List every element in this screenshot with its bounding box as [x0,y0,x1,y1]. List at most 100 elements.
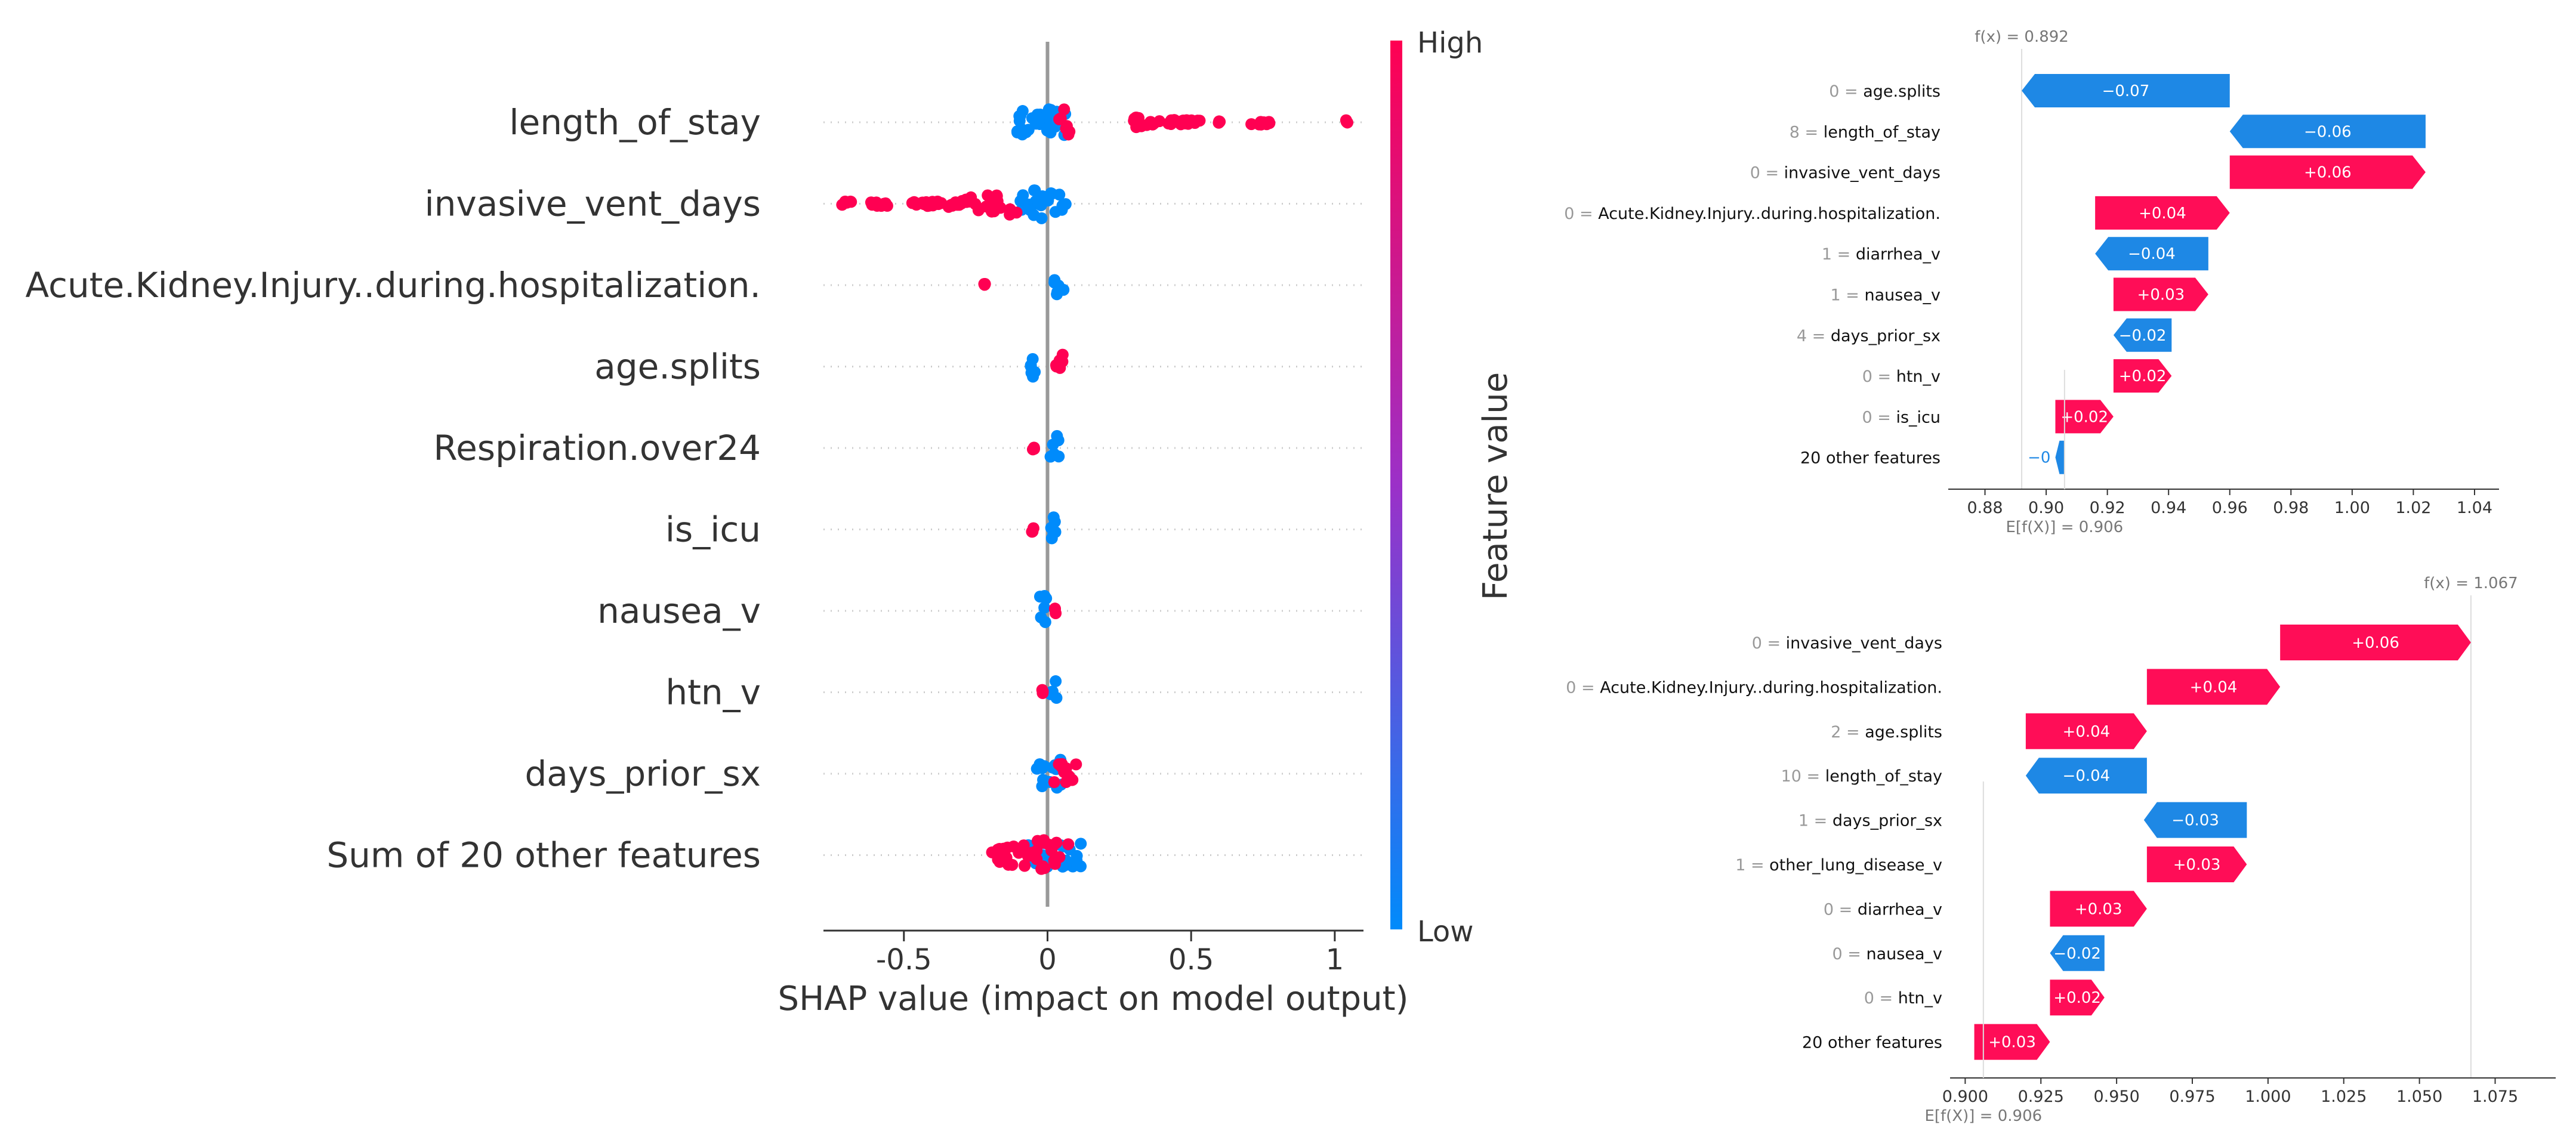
equals-sign: = [1809,812,1832,830]
base-label: E[f(X)] = 0.906 [2006,518,2123,536]
feature-value: 0 [1862,367,1872,386]
feature-label: 1 = nausea_v [1831,286,1941,305]
feature-name: days_prior_sx [1831,327,1941,345]
bar-positive [2113,359,2172,393]
bar-positive [2050,980,2105,1016]
waterfall-chart-bottom: f(x) = 1.067 +0.06 0 = invasive_vent_days +… [1566,574,2556,1125]
x-tick-label: 0.90 [2028,499,2064,517]
base-label: E[f(X)] = 0.906 [1924,1107,2042,1125]
x-tick-label: 0.98 [2273,499,2309,517]
point-low [1050,675,1062,687]
feature-name: htn_v [1898,989,1942,1008]
bar-value-label: −0.02 [2053,945,2101,963]
equals-sign: = [1841,286,1865,305]
bar-value-label: −0.02 [2119,327,2167,345]
bar-value-label: +0.06 [2304,164,2352,182]
equals-sign: = [1874,989,1898,1008]
feature-label: 0 = Acute.Kidney.Injury..during.hospital… [1566,678,1942,697]
point-high [979,279,991,291]
feature-name: nausea_v [1865,286,1941,305]
fx-label: f(x) = 0.892 [1975,28,2069,46]
feature-name: nausea_v [1867,945,1942,963]
feature-label: 20 other features [1800,449,1941,468]
feature-name: Acute.Kidney.Injury..during.hospitalizat… [1600,678,1942,697]
feature-label: is_icu [665,509,761,550]
bar-value-label: +0.03 [2075,900,2122,918]
point-high [869,197,881,209]
feature-label: age.splits [594,347,761,387]
feature-label: 0 = diarrhea_v [1824,900,1942,919]
point-low [1025,359,1037,372]
equals-sign: = [1872,367,1896,386]
feature-value: 8 [1790,123,1800,141]
bar-value-label: +0.02 [2119,367,2167,385]
feature-value: 1 [1735,856,1745,875]
point-low [1075,838,1087,850]
colorbar [1390,41,1402,929]
feature-value: 4 [1797,327,1807,345]
x-tick-label: 0 [1038,943,1057,977]
feature-label: 4 = days_prior_sx [1797,327,1941,345]
feature-label: 0 = htn_v [1864,989,1942,1008]
feature-value: 0 [1566,678,1576,697]
bar-value-label: −0.03 [2171,812,2219,830]
x-axis-title: SHAP value (impact on model output) [778,980,1409,1018]
point-high [1053,758,1065,771]
point-high [841,196,853,209]
point-low [1038,601,1051,614]
point-low [1047,438,1059,451]
point-high [1054,362,1066,374]
colorbar-high-label: High [1417,26,1483,60]
point-high [1031,844,1043,857]
feature-value: 1 [1831,286,1841,305]
point-high [1026,443,1039,456]
bar-value-label: −0.07 [2102,82,2150,100]
point-high [1026,526,1039,538]
point-high [997,842,1010,855]
beeswarm-chart: length_of_stay invasive_vent_days Acute.Ki… [25,26,1515,1018]
feature-name: invasive_vent_days [1784,164,1941,183]
point-low [1039,616,1051,628]
point-low [1038,589,1051,602]
bar-negative [2050,935,2105,971]
x-tick-label: 1.02 [2395,499,2431,517]
feature-label: 0 = is_icu [1862,408,1941,427]
bar-value-label: +0.02 [2060,408,2108,426]
point-low [1036,762,1048,774]
bar-negative [2025,758,2147,794]
point-low [1075,860,1087,873]
bar-positive [1974,1024,2050,1060]
point-high [1146,118,1159,131]
point-high [928,197,941,209]
feature-value: 0 [1564,205,1574,223]
point-high [964,195,976,208]
feature-name: invasive_vent_days [1786,634,1942,653]
feature-label: Acute.Kidney.Injury..during.hospitalizat… [25,265,761,305]
bar-negative [2143,802,2247,838]
waterfall-chart-top: f(x) = 0.892 −0.07 0 = age.splits −0.06 8 = … [1564,28,2499,536]
x-tick-label: 0.96 [2212,499,2248,517]
bar-value-label: +0.06 [2352,634,2399,652]
equals-sign: = [1839,82,1863,101]
point-high [1053,113,1066,125]
bar-value-label: +0.04 [2190,678,2238,696]
bar-positive [2095,196,2230,230]
feature-label: 0 = Acute.Kidney.Injury..during.hospital… [1564,205,1941,223]
point-low [1056,199,1069,212]
x-tick-label: 1.000 [2245,1087,2291,1106]
feature-label: Respiration.over24 [433,428,761,468]
equals-sign: = [1762,634,1786,653]
feature-name: 20 other features [1802,1034,1942,1052]
x-tick-label: 1 [1326,943,1344,977]
point-high [1036,684,1048,696]
bar-value-label: −0 [2028,449,2050,467]
point-low [1029,184,1041,197]
feature-label: 20 other features [1802,1034,1942,1052]
equals-sign: = [1834,900,1858,919]
equals-sign: = [1574,205,1598,223]
bar-value-label: −0.04 [2128,245,2176,263]
point-high [1062,838,1075,851]
x-tick-label: 0.950 [2093,1087,2139,1106]
point-high [986,846,998,858]
